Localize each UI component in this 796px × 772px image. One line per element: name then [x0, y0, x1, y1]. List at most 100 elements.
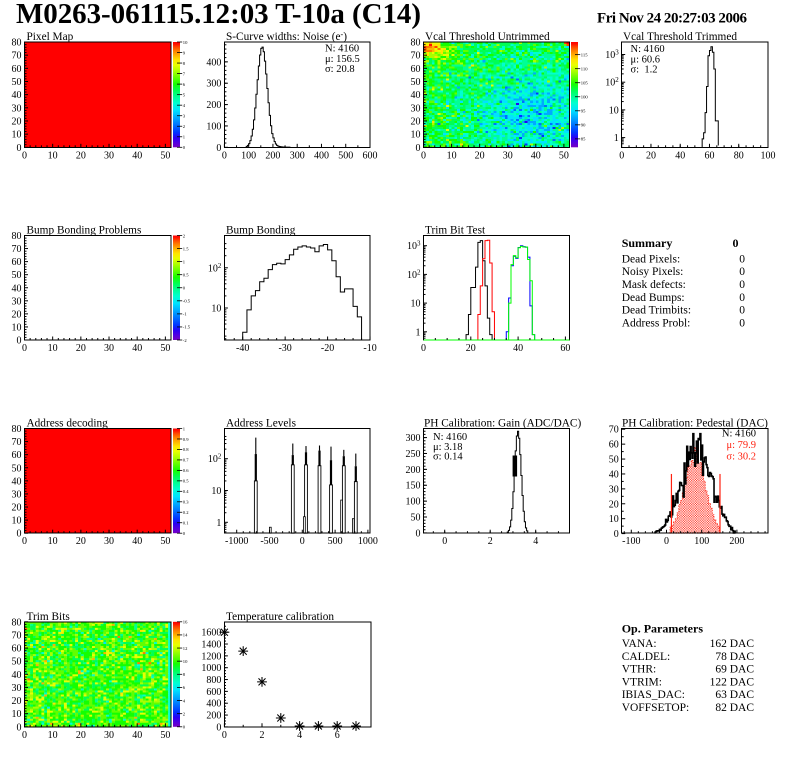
- svg-text:50: 50: [160, 150, 170, 161]
- svg-text:110: 110: [581, 67, 588, 72]
- svg-text:0: 0: [22, 150, 27, 161]
- svg-text:0: 0: [17, 143, 22, 154]
- svg-text:1: 1: [416, 327, 421, 338]
- svg-text:40: 40: [132, 343, 142, 354]
- svg-text:20: 20: [609, 499, 619, 510]
- svg-text:20: 20: [646, 150, 656, 161]
- svg-text:Pixel Map: Pixel Map: [27, 31, 74, 43]
- svg-text:1000: 1000: [358, 536, 378, 547]
- svg-text:20: 20: [12, 503, 22, 514]
- svg-text:100: 100: [761, 150, 776, 161]
- svg-text:60: 60: [12, 64, 22, 75]
- svg-text:Dead Trimbits:: Dead Trimbits:: [622, 305, 691, 317]
- svg-text:Fri Nov 24 20:27:03 2006: Fri Nov 24 20:27:03 2006: [597, 10, 748, 26]
- svg-text:20: 20: [76, 150, 86, 161]
- svg-text:100: 100: [241, 150, 256, 161]
- svg-text:N: 4160: N: 4160: [433, 432, 467, 443]
- svg-text:Dead Bumps:: Dead Bumps:: [622, 292, 685, 304]
- svg-text:Summary: Summary: [622, 236, 673, 250]
- svg-text:0: 0: [739, 253, 745, 265]
- svg-text:Bump Bonding Problems: Bump Bonding Problems: [27, 225, 142, 237]
- svg-text:μ: 60.6: μ: 60.6: [631, 55, 661, 66]
- svg-text:10: 10: [411, 299, 421, 310]
- svg-text:Mask defects:: Mask defects:: [622, 279, 686, 291]
- svg-text:4: 4: [183, 103, 186, 108]
- svg-text:1: 1: [183, 135, 186, 140]
- svg-text:30: 30: [104, 536, 114, 547]
- svg-text:S-Curve widths: Noise (e-): S-Curve widths: Noise (e-): [226, 30, 347, 43]
- svg-text:20: 20: [76, 536, 86, 547]
- svg-text:0: 0: [619, 150, 624, 161]
- svg-text:0: 0: [183, 531, 186, 536]
- svg-text:0: 0: [664, 536, 669, 547]
- svg-text:0: 0: [183, 145, 186, 150]
- svg-text:9: 9: [183, 50, 186, 55]
- svg-text:0: 0: [416, 528, 421, 539]
- svg-text:-20: -20: [321, 343, 334, 354]
- svg-text:1.5: 1.5: [183, 246, 189, 251]
- svg-text:500: 500: [338, 150, 353, 161]
- svg-text:5: 5: [183, 93, 186, 98]
- svg-text:10: 10: [48, 536, 58, 547]
- svg-text:-1.5: -1.5: [183, 325, 191, 330]
- svg-text:115: 115: [581, 52, 588, 57]
- svg-text:Vcal Threshold Trimmed: Vcal Threshold Trimmed: [623, 31, 737, 43]
- svg-text:50: 50: [12, 463, 22, 474]
- svg-text:102: 102: [407, 268, 421, 281]
- svg-text:-1: -1: [183, 312, 188, 317]
- svg-text:105: 105: [581, 81, 589, 86]
- svg-text:600: 600: [363, 150, 378, 161]
- svg-text:100: 100: [406, 497, 421, 508]
- svg-text:0.1: 0.1: [183, 521, 189, 526]
- svg-text:10: 10: [12, 130, 22, 141]
- svg-text:300: 300: [406, 433, 421, 444]
- svg-text:Address Probl:: Address Probl:: [622, 318, 691, 330]
- svg-text:10: 10: [12, 322, 22, 333]
- svg-text:40: 40: [12, 90, 22, 101]
- svg-text:70: 70: [12, 244, 22, 255]
- svg-text:102: 102: [208, 453, 222, 466]
- svg-text:4: 4: [533, 536, 538, 547]
- svg-text:0: 0: [442, 536, 447, 547]
- svg-text:-2: -2: [183, 338, 188, 343]
- svg-text:-100: -100: [622, 536, 640, 547]
- svg-text:80: 80: [12, 231, 22, 242]
- svg-text:100: 100: [206, 121, 221, 132]
- svg-text:-1000: -1000: [225, 536, 248, 547]
- svg-text:50: 50: [609, 455, 619, 466]
- svg-text:10: 10: [48, 343, 58, 354]
- svg-text:0.5: 0.5: [183, 479, 189, 484]
- svg-text:400: 400: [314, 150, 329, 161]
- svg-text:80: 80: [411, 38, 421, 49]
- svg-text:10: 10: [183, 40, 188, 45]
- svg-text:40: 40: [132, 536, 142, 547]
- svg-text:1: 1: [216, 518, 221, 529]
- svg-text:50: 50: [411, 77, 421, 88]
- svg-text:60: 60: [12, 257, 22, 268]
- svg-text:Dead Pixels:: Dead Pixels:: [622, 253, 680, 265]
- svg-text:3: 3: [183, 114, 186, 119]
- svg-text:-10: -10: [363, 343, 376, 354]
- svg-text:103: 103: [407, 240, 421, 253]
- svg-text:0: 0: [300, 536, 305, 547]
- svg-text:2: 2: [183, 233, 186, 238]
- svg-text:0: 0: [222, 150, 227, 161]
- svg-text:300: 300: [290, 150, 305, 161]
- svg-text:40: 40: [513, 343, 523, 354]
- svg-text:30: 30: [104, 150, 114, 161]
- svg-text:60: 60: [411, 64, 421, 75]
- svg-text:0.4: 0.4: [183, 489, 189, 494]
- svg-text:40: 40: [12, 476, 22, 487]
- svg-text:Address decoding: Address decoding: [27, 418, 109, 430]
- svg-text:σ: 20.8: σ: 20.8: [325, 64, 355, 75]
- svg-text:M0263-061115.12:03 T-10a (C14): M0263-061115.12:03 T-10a (C14): [16, 0, 421, 30]
- svg-text:0: 0: [22, 343, 27, 354]
- svg-text:μ: 156.5: μ: 156.5: [325, 54, 360, 65]
- svg-text:μ: 79.9: μ: 79.9: [726, 440, 756, 451]
- svg-text:N: 4160: N: 4160: [325, 44, 359, 55]
- svg-text:0: 0: [739, 292, 745, 304]
- svg-text:Trim Bit Test: Trim Bit Test: [425, 225, 486, 237]
- svg-text:20: 20: [475, 150, 485, 161]
- svg-text:20: 20: [466, 343, 476, 354]
- svg-text:10: 10: [411, 130, 421, 141]
